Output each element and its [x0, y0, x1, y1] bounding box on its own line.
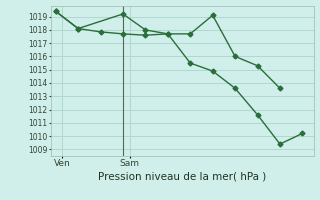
- X-axis label: Pression niveau de la mer( hPa ): Pression niveau de la mer( hPa ): [98, 171, 267, 181]
